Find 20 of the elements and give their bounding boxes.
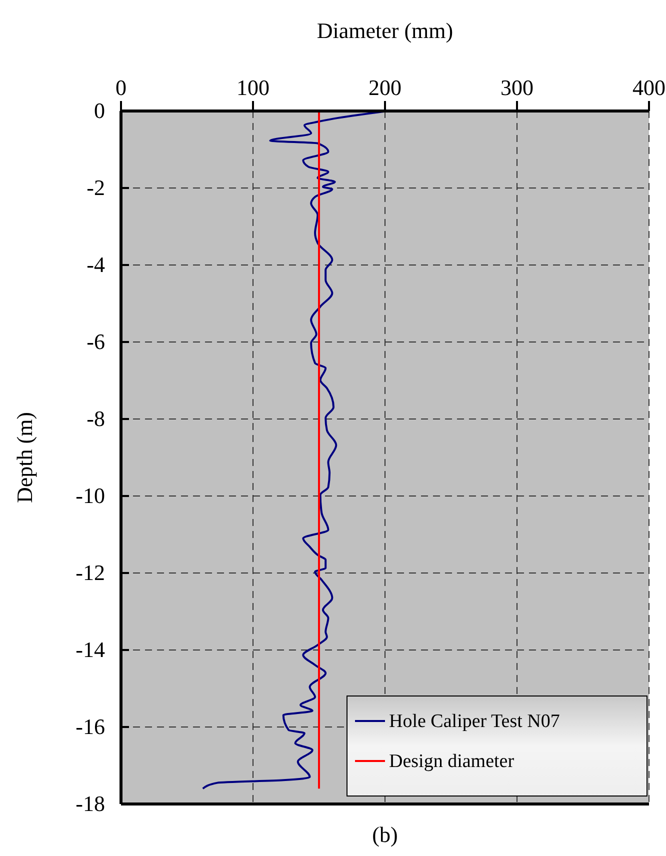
y-tick-label: -12 (76, 560, 105, 585)
x-tick-label: 300 (500, 75, 534, 100)
y-tick-label: -2 (86, 175, 105, 200)
y-tick-label: -8 (86, 406, 105, 431)
x-tick-label: 0 (116, 75, 126, 100)
y-tick-label: -4 (86, 252, 105, 277)
x-tick-label: 400 (632, 75, 666, 100)
x-tick-label: 100 (236, 75, 270, 100)
y-tick-label: 0 (94, 98, 105, 123)
y-tick-label: -18 (76, 791, 105, 816)
legend-label: Hole Caliper Test N07 (389, 711, 560, 732)
legend-label: Design diameter (389, 751, 515, 772)
text: (b) (372, 822, 398, 847)
y-tick-label: -16 (76, 714, 105, 739)
x-tick-label: 200 (368, 75, 402, 100)
y-tick-label: -14 (76, 637, 105, 662)
y-axis-title: Depth (m) (12, 412, 37, 504)
x-axis-title: Diameter (mm) (316, 18, 454, 43)
y-tick-label: -10 (76, 483, 105, 508)
y-tick-label: -6 (86, 329, 105, 354)
